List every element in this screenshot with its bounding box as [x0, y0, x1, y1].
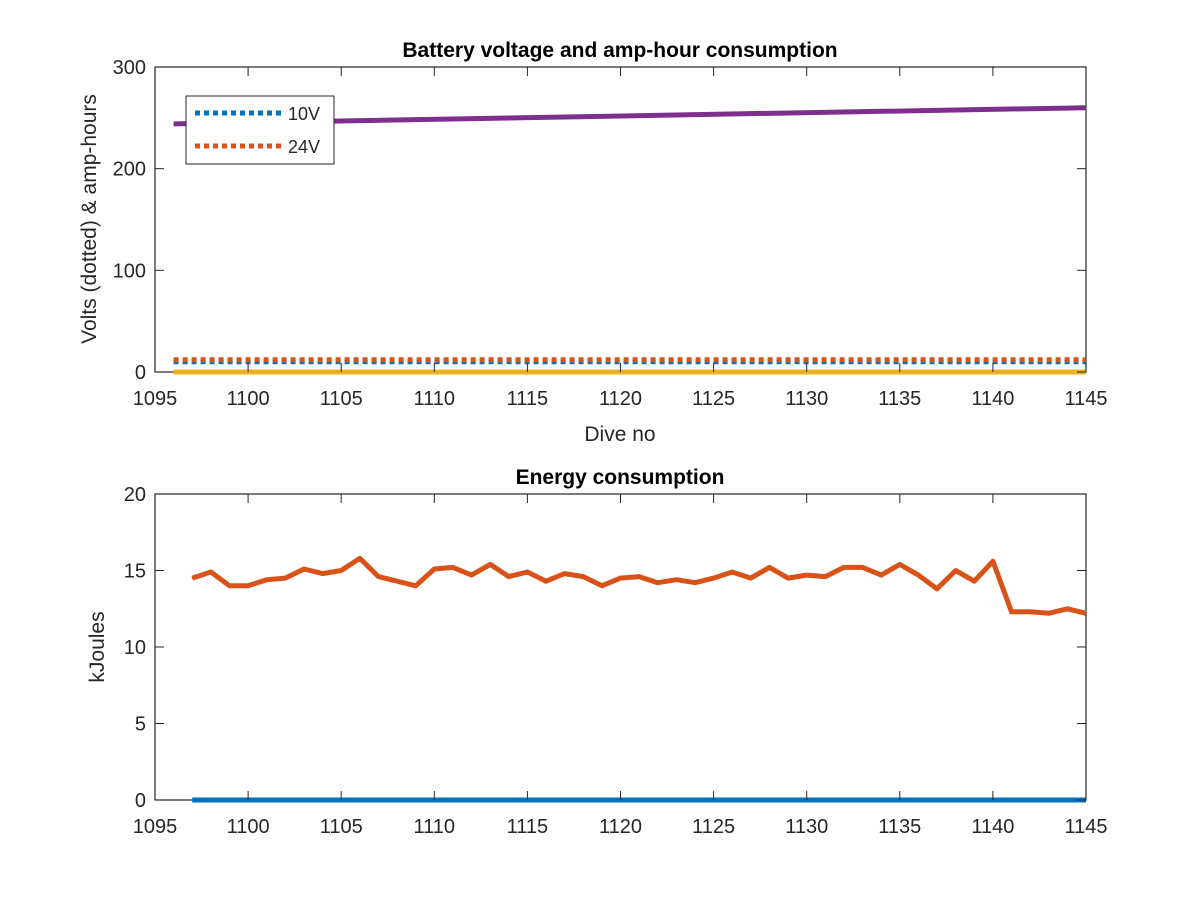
- x-tick-label: 1135: [878, 816, 921, 838]
- x-axis-label: Dive no: [584, 423, 655, 446]
- y-tick-label: 15: [124, 561, 146, 583]
- voltage-amphour-axes: 1095 1100 1105 1110 1115 1120 1125 1130 1135 1140…: [78, 39, 1108, 446]
- x-tick-label: 1105: [320, 388, 363, 410]
- y-tick-label: 10: [124, 637, 146, 659]
- x-tick-label: 1130: [785, 816, 828, 838]
- x-tick-label: 1110: [414, 388, 456, 410]
- chart-title: Battery voltage and amp-hour consumption: [402, 39, 837, 62]
- axis-ticks: 1095 1100 1105 1110 1115 1120 1125 1130 1135 1140…: [124, 484, 1108, 838]
- axis-ticks: 1095 1100 1105 1110 1115 1120 1125 1130 1135 1140…: [113, 57, 1108, 410]
- x-tick-label: 1135: [878, 388, 921, 410]
- y-tick-label: 20: [124, 484, 146, 506]
- y-tick-label: 0: [135, 790, 146, 812]
- x-tick-label: 1110: [414, 816, 456, 838]
- x-tick-label: 1145: [1064, 816, 1107, 838]
- y-axis-label: kJoules: [86, 611, 109, 682]
- y-tick-label: 100: [113, 260, 146, 282]
- x-tick-label: 1095: [133, 816, 178, 838]
- y-tick-label: 300: [113, 57, 146, 79]
- axes-box: [154, 493, 1087, 801]
- x-tick-label: 1095: [133, 388, 178, 410]
- y-tick-label: 200: [113, 159, 146, 181]
- y-axis-label: Volts (dotted) & amp-hours: [78, 94, 101, 344]
- x-tick-label: 1115: [507, 388, 549, 410]
- x-tick-label: 1140: [971, 816, 1014, 838]
- x-tick-label: 1115: [507, 816, 549, 838]
- x-tick-label: 1120: [599, 388, 642, 410]
- x-tick-label: 1105: [320, 816, 363, 838]
- legend-box: [185, 95, 335, 165]
- x-tick-label: 1140: [971, 388, 1014, 410]
- x-tick-label: 1145: [1064, 388, 1107, 410]
- legend-label-10v: 10V: [288, 104, 320, 124]
- energy-axes: 1095 1100 1105 1110 1115 1120 1125 1130 1135 1140…: [86, 466, 1108, 838]
- x-tick-label: 1125: [692, 816, 735, 838]
- y-tick-label: 5: [135, 714, 146, 736]
- x-tick-label: 1100: [227, 816, 270, 838]
- chart-title: Energy consumption: [516, 466, 725, 489]
- x-tick-label: 1120: [599, 816, 642, 838]
- x-tick-label: 1100: [227, 388, 270, 410]
- legend-label-24v: 24V: [288, 137, 320, 157]
- legend: 10V 24V: [185, 95, 335, 165]
- x-tick-label: 1130: [785, 388, 828, 410]
- y-tick-label: 0: [135, 362, 146, 384]
- x-tick-label: 1125: [692, 388, 735, 410]
- series-line-1-1: [191, 555, 1087, 616]
